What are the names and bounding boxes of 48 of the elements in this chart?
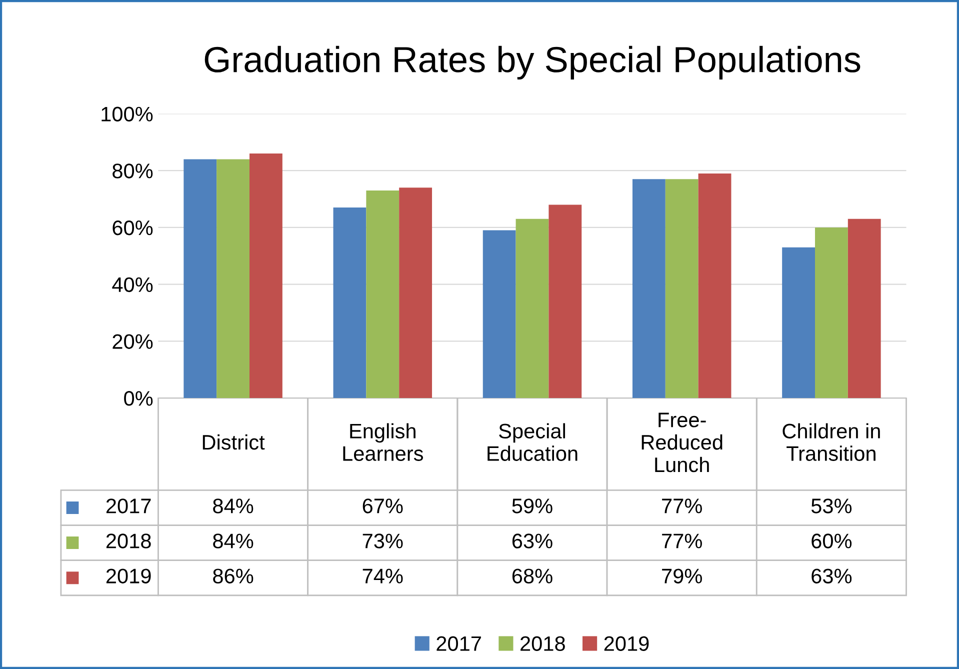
x-tick-label: Free- Reduced Lunch bbox=[642, 412, 722, 472]
x-tick-label: District bbox=[202, 434, 265, 450]
x-tick-label: Special Education bbox=[488, 423, 578, 461]
data-label: 60% bbox=[812, 534, 852, 548]
y-tick-label: 20% bbox=[112, 334, 153, 349]
data-label: 68% bbox=[512, 568, 552, 584]
data-label: 77% bbox=[662, 534, 702, 548]
bar bbox=[516, 218, 549, 398]
x-tick-label: Children in Transition bbox=[782, 423, 880, 461]
legend-label: 2019 bbox=[106, 568, 151, 584]
bar bbox=[665, 179, 698, 398]
data-label: 67% bbox=[362, 498, 403, 514]
legend-label: 2018 bbox=[106, 534, 151, 548]
data-label: 86% bbox=[213, 568, 254, 584]
data-label: 77% bbox=[662, 498, 702, 514]
y-tick-label: 0% bbox=[124, 391, 153, 406]
data-label: 59% bbox=[512, 498, 552, 514]
bar bbox=[333, 208, 366, 398]
chart-title: Graduation Rates by Special Populations bbox=[204, 46, 860, 80]
data-label: 84% bbox=[213, 498, 254, 514]
data-label: 53% bbox=[811, 498, 852, 514]
data-label: 63% bbox=[812, 568, 852, 584]
bar bbox=[548, 204, 582, 398]
bar bbox=[632, 179, 666, 398]
legend-label: 2017 bbox=[106, 498, 151, 514]
text: 2018 bbox=[520, 636, 565, 651]
bar bbox=[848, 218, 881, 398]
data-label: 73% bbox=[362, 534, 403, 548]
bar bbox=[184, 159, 217, 398]
bar bbox=[814, 227, 848, 398]
bar bbox=[782, 247, 815, 398]
y-tick-label: 80% bbox=[112, 164, 153, 178]
y-tick-label: 100% bbox=[102, 106, 153, 122]
bar bbox=[216, 159, 250, 398]
bar bbox=[698, 173, 732, 398]
data-label: 74% bbox=[362, 568, 403, 584]
data-label: 79% bbox=[662, 568, 702, 584]
data-label: 63% bbox=[512, 534, 552, 548]
text: 2017 bbox=[436, 636, 481, 651]
y-tick-label: 40% bbox=[112, 277, 153, 292]
x-tick-label: English Learners bbox=[343, 423, 424, 461]
bar bbox=[366, 190, 400, 398]
bar bbox=[399, 188, 432, 398]
text: 2019 bbox=[604, 636, 649, 651]
y-tick-label: 60% bbox=[112, 220, 153, 236]
bar bbox=[249, 154, 282, 398]
data-label: 84% bbox=[213, 534, 254, 548]
bar bbox=[482, 230, 516, 398]
